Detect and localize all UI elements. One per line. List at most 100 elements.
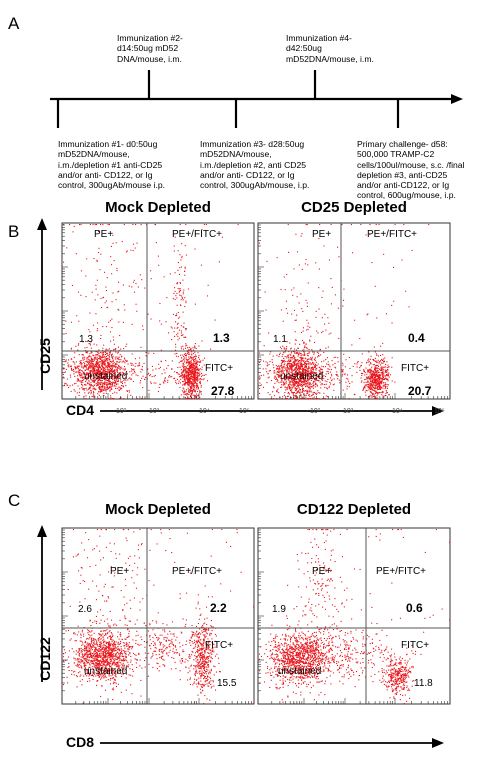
scatter-point [190,366,192,368]
scatter-point [112,655,114,657]
scatter-point [103,378,105,380]
scatter-point [96,640,98,642]
timeline-diagram [50,70,463,128]
scatter-point [286,274,288,276]
scatter-point [289,380,291,382]
scatter-point [89,666,91,668]
scatter-point [285,367,287,369]
scatter-point [299,352,301,354]
scatter-point [310,377,312,379]
scatter-point [283,352,285,354]
scatter-point [100,695,102,697]
scatter-point [82,372,84,374]
scatter-point [110,660,112,662]
scatter-point [368,387,370,389]
scatter-point [290,360,292,362]
scatter-point [101,366,103,368]
scatter-point [306,353,308,355]
scatter-point [91,659,93,661]
scatter-point [132,364,134,366]
scatter-point [320,387,322,389]
scatter-point [94,660,96,662]
scatter-point [109,353,111,355]
scatter-point [96,385,98,387]
scatter-point [187,387,189,389]
scatter-point [373,374,375,376]
scatter-point [171,360,173,362]
scatter-point [382,375,384,377]
scatter-point [366,362,368,364]
scatter-point [82,385,84,387]
scatter-point [312,387,314,389]
scatter-point [310,395,312,397]
scatter-point [312,371,314,373]
scatter-point [176,383,178,385]
scatter-point [75,367,77,369]
scatter-point [198,369,200,371]
scatter-point [286,364,288,366]
scatter-point [100,373,102,375]
scatter-point [306,370,308,372]
scatter-point [92,367,94,369]
scatter-point [296,352,298,354]
scatter-point [307,282,309,284]
scatter-point [194,367,196,369]
scatter-point [308,391,310,393]
scatter-point [294,319,296,321]
scatter-point [196,380,198,382]
scatter-point [111,664,113,666]
scatter-point [374,380,376,382]
scatter-point [84,365,86,367]
scatter-point [128,644,130,646]
scatter-point [329,381,331,383]
scatter-point [175,355,177,357]
scatter-point [98,358,100,360]
scatter-point [104,378,106,380]
scatter-point [278,369,280,371]
scatter-point [190,375,192,377]
scatter-point [98,668,100,670]
scatter-point [192,371,194,373]
scatter-point [387,384,389,386]
scatter-point [124,650,126,652]
scatter-point [377,372,379,374]
scatter-point [328,322,330,324]
scatter-point [394,224,396,226]
scatter-point [99,386,101,388]
scatter-point [185,328,187,330]
scatter-point [300,379,302,381]
scatter-point [371,384,373,386]
scatter-point [100,352,102,354]
scatter-point [183,358,185,360]
scatter-point [119,650,121,652]
scatter-point [308,358,310,360]
scatter-point [111,652,113,654]
scatter-point [305,360,307,362]
scatter-point [344,373,346,375]
scatter-point [374,389,376,391]
scatter-point [200,264,202,266]
scatter-point [90,376,92,378]
scatter-point [381,387,383,389]
scatter-point [306,369,308,371]
scatter-point [271,380,273,382]
scatter-point [287,392,289,394]
scatter-point [108,361,110,363]
scatter-point [104,667,106,669]
scatter-point [369,372,371,374]
scatter-point [375,393,377,395]
scatter-point [282,396,284,398]
scatter-point [96,344,98,346]
scatter-point [122,664,124,666]
scatter-point [92,365,94,367]
scatter-point [312,367,314,369]
scatter-point [107,643,109,645]
scatter-point [284,367,286,369]
scatter-point [268,364,270,366]
scatter-point [105,290,107,292]
scatter-point [376,395,378,397]
scatter-point [274,370,276,372]
scatter-point [90,372,92,374]
scatter-point [181,365,183,367]
panel-letter-c: C [8,491,21,510]
